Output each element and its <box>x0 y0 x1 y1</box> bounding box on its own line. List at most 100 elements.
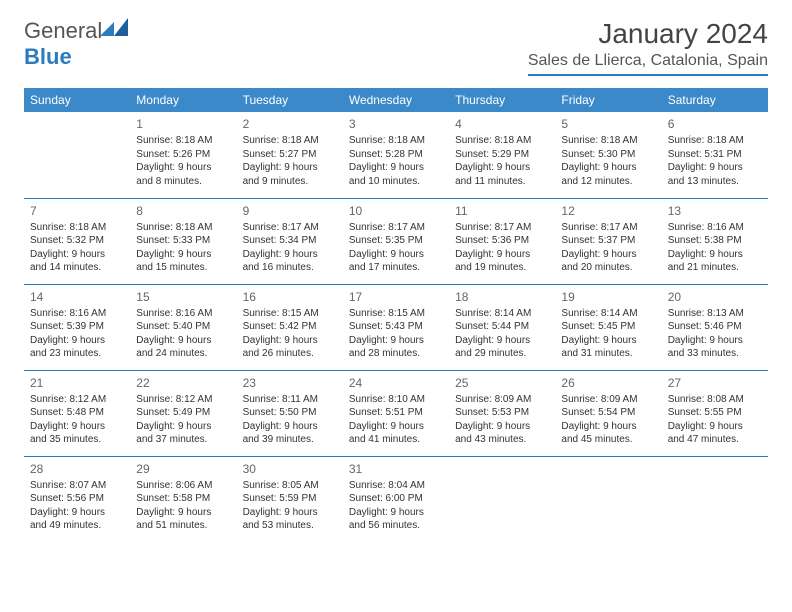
sunrise-line: Sunrise: 8:18 AM <box>136 134 230 148</box>
daylight-line-1: Daylight: 9 hours <box>455 420 549 434</box>
day-number: 28 <box>30 461 124 477</box>
logo-text-blue: Blue <box>24 44 72 69</box>
day-number: 14 <box>30 289 124 305</box>
day-number: 24 <box>349 375 443 391</box>
daylight-line-1: Daylight: 9 hours <box>561 161 655 175</box>
calendar-cell <box>555 456 661 542</box>
calendar-week-row: 28Sunrise: 8:07 AMSunset: 5:56 PMDayligh… <box>24 456 768 542</box>
day-header-row: Sunday Monday Tuesday Wednesday Thursday… <box>24 88 768 112</box>
sunrise-line: Sunrise: 8:12 AM <box>30 393 124 407</box>
title-block: January 2024 Sales de Llierca, Catalonia… <box>528 18 768 76</box>
day-number: 7 <box>30 203 124 219</box>
daylight-line-1: Daylight: 9 hours <box>136 420 230 434</box>
calendar-cell: 4 Sunrise: 8:18 AMSunset: 5:29 PMDaylight… <box>449 112 555 198</box>
day-header: Wednesday <box>343 88 449 112</box>
daylight-line-2: and 20 minutes. <box>561 261 655 275</box>
sunset-line: Sunset: 5:33 PM <box>136 234 230 248</box>
calendar-cell: 2Sunrise: 8:18 AMSunset: 5:27 PMDaylight… <box>237 112 343 198</box>
sunset-line: Sunset: 5:36 PM <box>455 234 549 248</box>
day-number: 6 <box>668 116 762 132</box>
day-header: Thursday <box>449 88 555 112</box>
sunrise-line: Sunrise: 8:14 AM <box>561 307 655 321</box>
daylight-line-2: and 15 minutes. <box>136 261 230 275</box>
calendar-week-row: 7Sunrise: 8:18 AMSunset: 5:32 PMDaylight… <box>24 198 768 284</box>
sunrise-line: Sunrise: 8:18 AM <box>455 134 549 148</box>
daylight-line-1: Daylight: 9 hours <box>349 506 443 520</box>
daylight-line-2: and 43 minutes. <box>455 433 549 447</box>
sunrise-line: Sunrise: 8:05 AM <box>243 479 337 493</box>
day-number: 1 <box>136 116 230 132</box>
sunrise-line: Sunrise: 8:18 AM <box>30 221 124 235</box>
sunset-line: Sunset: 5:48 PM <box>30 406 124 420</box>
daylight-line-2: and 17 minutes. <box>349 261 443 275</box>
sunrise-line: Sunrise: 8:06 AM <box>136 479 230 493</box>
sunrise-line: Sunrise: 8:17 AM <box>243 221 337 235</box>
day-number: 10 <box>349 203 443 219</box>
daylight-line-2: and 33 minutes. <box>668 347 762 361</box>
sunrise-line: Sunrise: 8:04 AM <box>349 479 443 493</box>
day-number: 25 <box>455 375 549 391</box>
sunset-line: Sunset: 5:26 PM <box>136 148 230 162</box>
sunrise-line: Sunrise: 8:16 AM <box>30 307 124 321</box>
calendar-cell: 12Sunrise: 8:17 AMSunset: 5:37 PMDayligh… <box>555 198 661 284</box>
daylight-line-1: Daylight: 9 hours <box>455 334 549 348</box>
sunset-line: Sunset: 5:29 PM <box>455 148 549 162</box>
daylight-line-2: and 37 minutes. <box>136 433 230 447</box>
day-header: Friday <box>555 88 661 112</box>
month-title: January 2024 <box>528 18 768 50</box>
sunrise-line: Sunrise: 8:18 AM <box>668 134 762 148</box>
daylight-line-1: Daylight: 9 hours <box>136 334 230 348</box>
sunset-line: Sunset: 5:32 PM <box>30 234 124 248</box>
sunrise-line: Sunrise: 8:15 AM <box>349 307 443 321</box>
daylight-line-2: and 35 minutes. <box>30 433 124 447</box>
daylight-line-2: and 13 minutes. <box>668 175 762 189</box>
day-number: 17 <box>349 289 443 305</box>
daylight-line-2: and 26 minutes. <box>243 347 337 361</box>
calendar-cell: 17Sunrise: 8:15 AMSunset: 5:43 PMDayligh… <box>343 284 449 370</box>
daylight-line-1: Daylight: 9 hours <box>349 334 443 348</box>
location: Sales de Llierca, Catalonia, Spain <box>528 52 768 76</box>
calendar-cell: 11Sunrise: 8:17 AMSunset: 5:36 PMDayligh… <box>449 198 555 284</box>
daylight-line-1: Daylight: 9 hours <box>668 161 762 175</box>
daylight-line-1: Daylight: 9 hours <box>30 248 124 262</box>
day-number: 19 <box>561 289 655 305</box>
daylight-line-1: Daylight: 9 hours <box>30 420 124 434</box>
daylight-line-1: Daylight: 9 hours <box>668 248 762 262</box>
sunrise-line: Sunrise: 8:10 AM <box>349 393 443 407</box>
sunset-line: Sunset: 5:27 PM <box>243 148 337 162</box>
daylight-line-2: and 41 minutes. <box>349 433 443 447</box>
daylight-line-2: and 12 minutes. <box>561 175 655 189</box>
daylight-line-1: Daylight: 9 hours <box>668 334 762 348</box>
calendar-cell: 6Sunrise: 8:18 AMSunset: 5:31 PMDaylight… <box>662 112 768 198</box>
daylight-line-2: and 51 minutes. <box>136 519 230 533</box>
daylight-line-1: Daylight: 9 hours <box>668 420 762 434</box>
daylight-line-1: Daylight: 9 hours <box>455 248 549 262</box>
daylight-line-1: Daylight: 9 hours <box>243 161 337 175</box>
calendar-cell: 27Sunrise: 8:08 AMSunset: 5:55 PMDayligh… <box>662 370 768 456</box>
calendar-cell: 16Sunrise: 8:15 AMSunset: 5:42 PMDayligh… <box>237 284 343 370</box>
day-number: 4 <box>455 116 549 132</box>
calendar-cell: 19Sunrise: 8:14 AMSunset: 5:45 PMDayligh… <box>555 284 661 370</box>
daylight-line-2: and 53 minutes. <box>243 519 337 533</box>
sunrise-line: Sunrise: 8:16 AM <box>668 221 762 235</box>
sunrise-line: Sunrise: 8:17 AM <box>455 221 549 235</box>
logo-mark-icon <box>100 18 128 38</box>
day-header: Saturday <box>662 88 768 112</box>
day-number: 27 <box>668 375 762 391</box>
daylight-line-1: Daylight: 9 hours <box>136 161 230 175</box>
daylight-line-2: and 31 minutes. <box>561 347 655 361</box>
calendar-cell: 15Sunrise: 8:16 AMSunset: 5:40 PMDayligh… <box>130 284 236 370</box>
sunset-line: Sunset: 5:30 PM <box>561 148 655 162</box>
calendar-cell: 13Sunrise: 8:16 AMSunset: 5:38 PMDayligh… <box>662 198 768 284</box>
sunrise-line: Sunrise: 8:07 AM <box>30 479 124 493</box>
sunrise-line: Sunrise: 8:09 AM <box>561 393 655 407</box>
sunrise-line: Sunrise: 8:16 AM <box>136 307 230 321</box>
sunrise-line: Sunrise: 8:08 AM <box>668 393 762 407</box>
logo: General Blue <box>24 18 128 70</box>
calendar-cell: 3Sunrise: 8:18 AMSunset: 5:28 PMDaylight… <box>343 112 449 198</box>
sunrise-line: Sunrise: 8:11 AM <box>243 393 337 407</box>
daylight-line-1: Daylight: 9 hours <box>455 161 549 175</box>
sunset-line: Sunset: 5:45 PM <box>561 320 655 334</box>
day-number: 18 <box>455 289 549 305</box>
sunset-line: Sunset: 5:35 PM <box>349 234 443 248</box>
